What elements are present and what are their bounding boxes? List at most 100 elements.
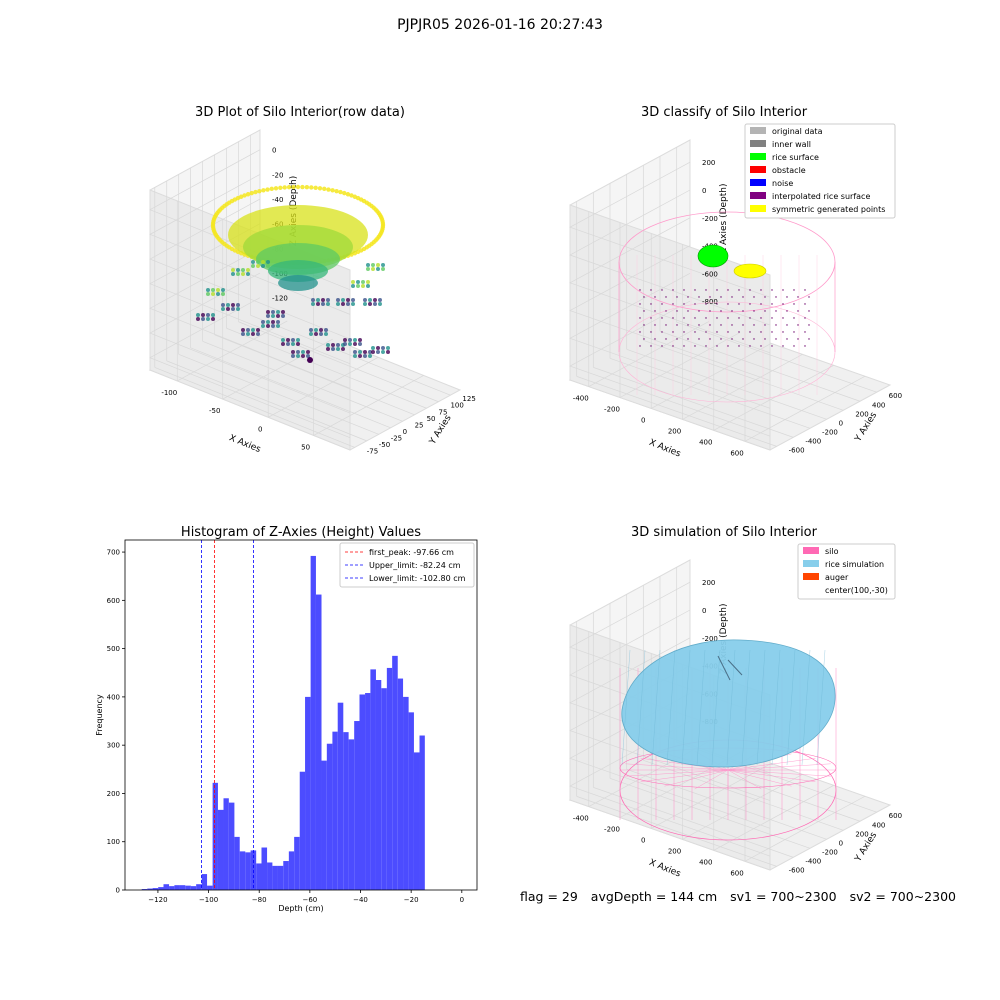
point	[266, 324, 270, 328]
interpolated-point	[716, 345, 718, 347]
interpolated-point	[694, 303, 696, 305]
z-tick-label: 0	[702, 187, 706, 195]
point-rim	[380, 220, 386, 226]
rice-mesh-line	[666, 649, 676, 766]
point	[246, 328, 250, 332]
point	[368, 298, 372, 302]
interpolated-point	[661, 317, 663, 319]
interpolated-point	[738, 317, 740, 319]
point-rim	[300, 184, 305, 190]
interpolated-point	[705, 289, 707, 291]
gridline-y	[202, 340, 403, 422]
point	[309, 332, 313, 336]
y-tick-label: 0	[839, 419, 843, 427]
interpolated-point	[727, 331, 729, 333]
silo-wireframe	[618, 211, 836, 403]
histogram-bar	[207, 885, 213, 890]
legend-label: inner wall	[772, 140, 811, 149]
histogram-bar	[217, 809, 224, 890]
point	[291, 354, 295, 358]
histogram-bar	[413, 752, 420, 890]
gridline-y	[643, 339, 844, 411]
point	[271, 320, 275, 324]
point	[381, 346, 385, 350]
point	[386, 346, 390, 350]
z-tick-label: 200	[702, 159, 715, 167]
point	[226, 307, 230, 311]
interpolated-point	[683, 317, 685, 319]
y-tick-label: -400	[805, 857, 821, 865]
interpolated-point	[749, 303, 751, 305]
z-axis-label: Z Axies (Depth)	[719, 183, 729, 254]
y-tick-label: 400	[872, 821, 885, 829]
x-tick-label: −20	[404, 896, 419, 904]
point	[251, 264, 255, 268]
point	[311, 298, 315, 302]
point-cloud	[196, 184, 390, 363]
rice-mesh-line	[756, 649, 766, 766]
x-tick-label: −80	[252, 896, 267, 904]
point-rim	[265, 187, 270, 192]
x-tick-label: -400	[573, 815, 589, 823]
interpolated-point	[716, 289, 718, 291]
rice-mesh-line	[636, 649, 646, 766]
z-tick-label: -40	[272, 196, 283, 204]
interpolated-point	[771, 303, 773, 305]
point	[291, 342, 295, 346]
histogram-bar	[288, 851, 295, 890]
gridline-x	[744, 795, 866, 862]
interpolated-point	[775, 338, 777, 340]
gridline-x	[682, 354, 803, 420]
point-rim	[322, 186, 327, 192]
funnel-layer	[268, 260, 328, 282]
point	[196, 313, 200, 317]
y-tick-label: 700	[107, 549, 120, 557]
interpolated-point	[639, 331, 641, 333]
point	[266, 260, 270, 264]
interpolated-point	[738, 345, 740, 347]
point	[286, 342, 290, 346]
y-tick-label: 600	[889, 392, 902, 400]
histogram-bar	[201, 874, 208, 890]
point	[266, 314, 270, 318]
point	[358, 342, 362, 346]
interpolated-point	[643, 296, 645, 298]
point	[201, 317, 205, 321]
interpolated-point	[793, 303, 795, 305]
interpolated-point	[672, 317, 674, 319]
interpolated-point	[760, 345, 762, 347]
z-tick-label: 0	[702, 607, 706, 615]
histogram-bar	[163, 884, 170, 890]
gridline-x	[651, 343, 772, 409]
y-tick-label: 0	[839, 839, 843, 847]
interpolated-point	[775, 324, 777, 326]
point	[353, 342, 357, 346]
point	[376, 346, 380, 350]
histogram-bar	[152, 888, 159, 890]
gridline-x	[713, 785, 834, 851]
y-tick-label: -200	[822, 848, 838, 856]
symmetric-points-cluster	[733, 263, 767, 279]
point	[324, 328, 328, 332]
point	[291, 338, 295, 342]
point	[236, 303, 240, 307]
z-tick-label: -600	[702, 270, 718, 278]
interpolated-point	[782, 345, 784, 347]
gridline-y	[190, 347, 391, 429]
histogram-bar	[343, 732, 349, 890]
interpolated-point	[705, 317, 707, 319]
point	[271, 324, 275, 328]
interpolated-point	[650, 331, 652, 333]
interpolated-point	[760, 289, 762, 291]
interpolated-point	[731, 324, 733, 326]
gridline-z	[569, 273, 771, 409]
point	[251, 332, 255, 336]
legend-box	[797, 543, 896, 600]
legend-label: Lower_limit: -102.80 cm	[369, 574, 466, 583]
point	[296, 354, 300, 358]
point-rim	[313, 185, 318, 191]
interpolated-point	[749, 345, 751, 347]
gridline-z	[149, 248, 351, 389]
point	[353, 354, 357, 358]
